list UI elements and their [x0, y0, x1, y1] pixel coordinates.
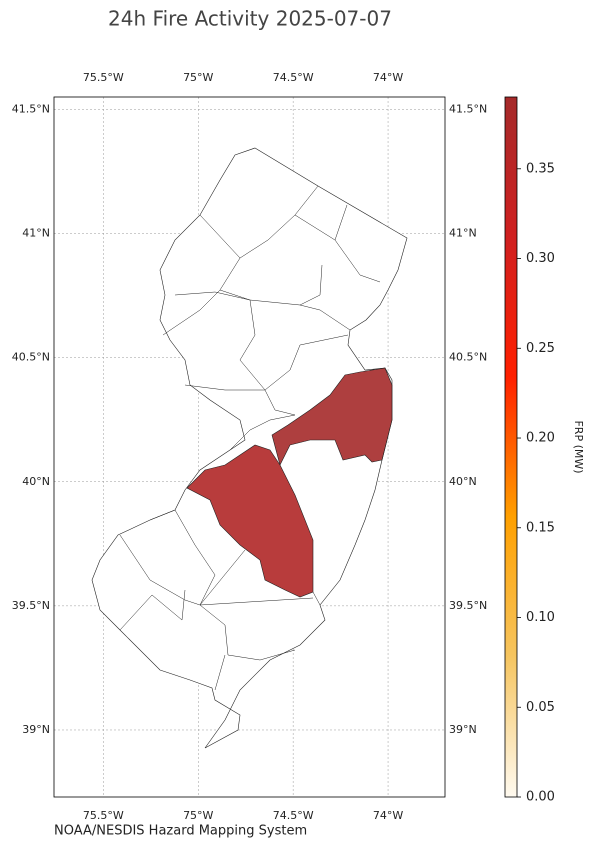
fire-county	[186, 444, 314, 598]
y-tick-label: 40°N	[22, 475, 50, 488]
x-tick-label: 75°W	[183, 71, 213, 84]
credit: NOAA/NESDIS Hazard Mapping System	[54, 824, 307, 839]
y-tick-label: 39.5°N	[449, 599, 487, 612]
x-tick-label: 74°W	[373, 809, 403, 822]
colorbar-tick-label: 0.20	[526, 431, 555, 446]
colorbar	[504, 96, 518, 798]
state-outline	[91, 147, 408, 749]
county-boundary	[119, 185, 381, 691]
y-tick-label: 39°N	[22, 723, 50, 736]
x-tick-label: 75°W	[183, 809, 213, 822]
colorbar-tick-label: 0.15	[526, 520, 555, 535]
y-tick-label: 41°N	[22, 227, 50, 240]
x-tick-label: 75.5°W	[83, 71, 124, 84]
y-tick-label: 39.5°N	[12, 599, 50, 612]
colorbar-label: FRP (MW)	[572, 420, 585, 473]
y-tick-label: 41°N	[449, 227, 477, 240]
x-tick-label: 74.5°W	[273, 809, 314, 822]
x-tick-label: 75.5°W	[83, 809, 124, 822]
x-tick-label: 74.5°W	[273, 71, 314, 84]
y-tick-label: 41.5°N	[449, 102, 487, 115]
y-tick-label: 39°N	[449, 723, 477, 736]
colorbar-tick-label: 0.35	[526, 161, 555, 176]
colorbar-tick-label: 0.10	[526, 610, 555, 625]
y-tick-label: 41.5°N	[12, 102, 50, 115]
colorbar-tick-label: 0.05	[526, 700, 555, 715]
x-tick-label: 74°W	[373, 71, 403, 84]
y-tick-label: 40.5°N	[449, 351, 487, 364]
fire-county	[271, 367, 393, 466]
colorbar-tick-label: 0.25	[526, 341, 555, 356]
map-title: 24h Fire Activity 2025-07-07	[108, 7, 392, 31]
map-frame	[53, 96, 446, 798]
colorbar-tick-label: 0.00	[526, 790, 555, 805]
y-tick-label: 40.5°N	[12, 351, 50, 364]
y-tick-label: 40°N	[449, 475, 477, 488]
colorbar-tick-label: 0.30	[526, 251, 555, 266]
